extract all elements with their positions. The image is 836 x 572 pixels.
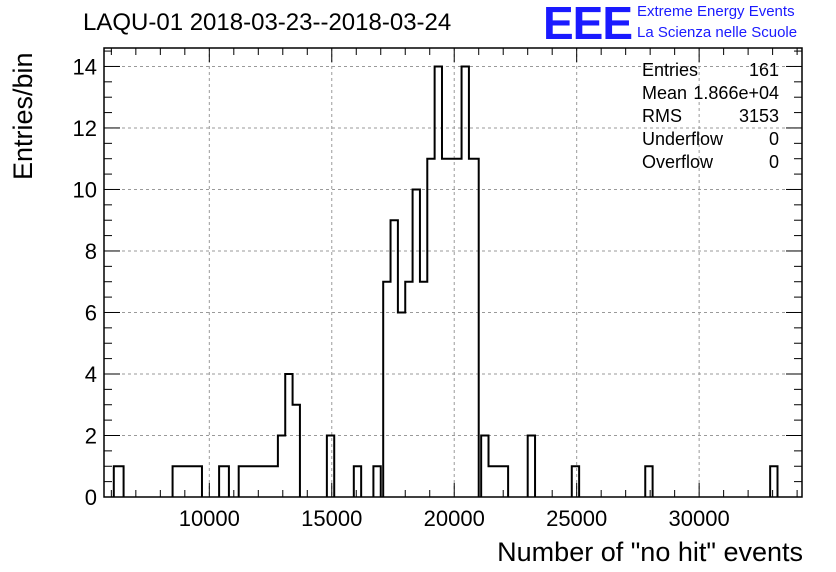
- histogram-bars: [112, 65, 779, 497]
- histogram-bin-0: [114, 466, 124, 497]
- histogram-bin-5: [239, 466, 249, 497]
- histogram-bin-7: [258, 466, 268, 497]
- x-tick-label: 15000: [301, 506, 362, 531]
- plot-frame: [103, 47, 803, 498]
- histogram-bin-4: [219, 466, 229, 497]
- histogram-bin-32: [645, 466, 652, 497]
- histogram-outline: [112, 65, 779, 497]
- histogram-bin-26: [469, 159, 479, 497]
- stat-overflow-value: 0: [768, 152, 779, 172]
- histogram-bin-33: [770, 466, 777, 497]
- histogram-bin-3: [192, 466, 202, 497]
- stat-underflow-value: 0: [768, 129, 779, 149]
- histogram-bin-20: [420, 282, 427, 497]
- histogram-bin-30: [528, 435, 535, 497]
- x-axis-label: Number of "no hit" events: [497, 537, 803, 567]
- y-tick-label: 12: [73, 116, 97, 141]
- logo-text-line2: La Scienza nelle Scuole: [637, 24, 798, 41]
- stat-rms-value: 3153: [738, 106, 779, 126]
- histogram-bin-11: [293, 405, 300, 497]
- histogram-bin-15: [383, 282, 390, 497]
- histogram-bin-6: [248, 466, 258, 497]
- stat-entries-label: Entries: [642, 60, 699, 80]
- histogram-bin-24: [452, 159, 462, 497]
- logo-text-line1: Extreme Energy Events: [637, 3, 795, 20]
- histogram-bin-27: [481, 435, 488, 497]
- histogram-bin-16: [391, 220, 398, 497]
- histogram-bin-25: [462, 66, 469, 497]
- x-tick-label: 10000: [179, 506, 240, 531]
- y-tick-label: 10: [73, 177, 97, 202]
- histogram-bin-1: [173, 466, 183, 497]
- histogram-bin-12: [327, 435, 334, 497]
- histogram-bin-22: [435, 66, 442, 497]
- stat-overflow: Overflow 0: [642, 152, 779, 174]
- y-tick-label: 8: [85, 239, 97, 264]
- stat-mean: Mean 1.866e+04: [642, 83, 779, 105]
- stat-entries-value: 161: [748, 60, 779, 80]
- histogram-bin-10: [285, 374, 292, 497]
- y-tick-label: 6: [85, 300, 97, 325]
- y-tick-label: 0: [85, 485, 97, 510]
- stat-mean-label: Mean: [642, 83, 688, 103]
- histogram-bin-31: [572, 466, 579, 497]
- histogram-bin-13: [354, 466, 361, 497]
- histogram-bin-28: [489, 466, 499, 497]
- stat-rms-label: RMS: [642, 106, 682, 126]
- x-tick-label: 20000: [424, 506, 485, 531]
- histogram-bin-14: [373, 466, 380, 497]
- y-tick-label: 4: [85, 362, 97, 387]
- y-axis-label: Entries/bin: [8, 52, 38, 180]
- x-tick-label: 25000: [546, 506, 607, 531]
- histogram-bin-21: [427, 159, 434, 497]
- stat-overflow-label: Overflow: [642, 152, 714, 172]
- histogram-bin-2: [182, 466, 192, 497]
- x-tick-label: 30000: [669, 506, 730, 531]
- y-tick-label: 14: [73, 54, 97, 79]
- stat-underflow: Underflow 0: [642, 129, 779, 151]
- axes: 10000 15000 20000 25000 30000 0 2 4 6 8 10 12 14: [73, 47, 803, 531]
- eee-logo: EEE: [543, 0, 633, 49]
- histogram-bin-18: [405, 282, 412, 497]
- stat-mean-value: 1.866e+04: [693, 83, 779, 103]
- histogram-bin-8: [268, 466, 278, 497]
- stat-rms: RMS 3153: [642, 106, 779, 128]
- grid-lines: [104, 48, 802, 497]
- histogram-bin-19: [413, 189, 420, 497]
- stat-entries: Entries 161: [642, 60, 779, 82]
- histogram-bin-23: [442, 159, 452, 497]
- y-tick-label: 2: [85, 423, 97, 448]
- histogram-bin-17: [398, 312, 405, 497]
- stat-underflow-label: Underflow: [642, 129, 724, 149]
- histogram-bin-9: [278, 435, 285, 497]
- chart-title: LAQU-01 2018-03-23--2018-03-24: [83, 9, 452, 36]
